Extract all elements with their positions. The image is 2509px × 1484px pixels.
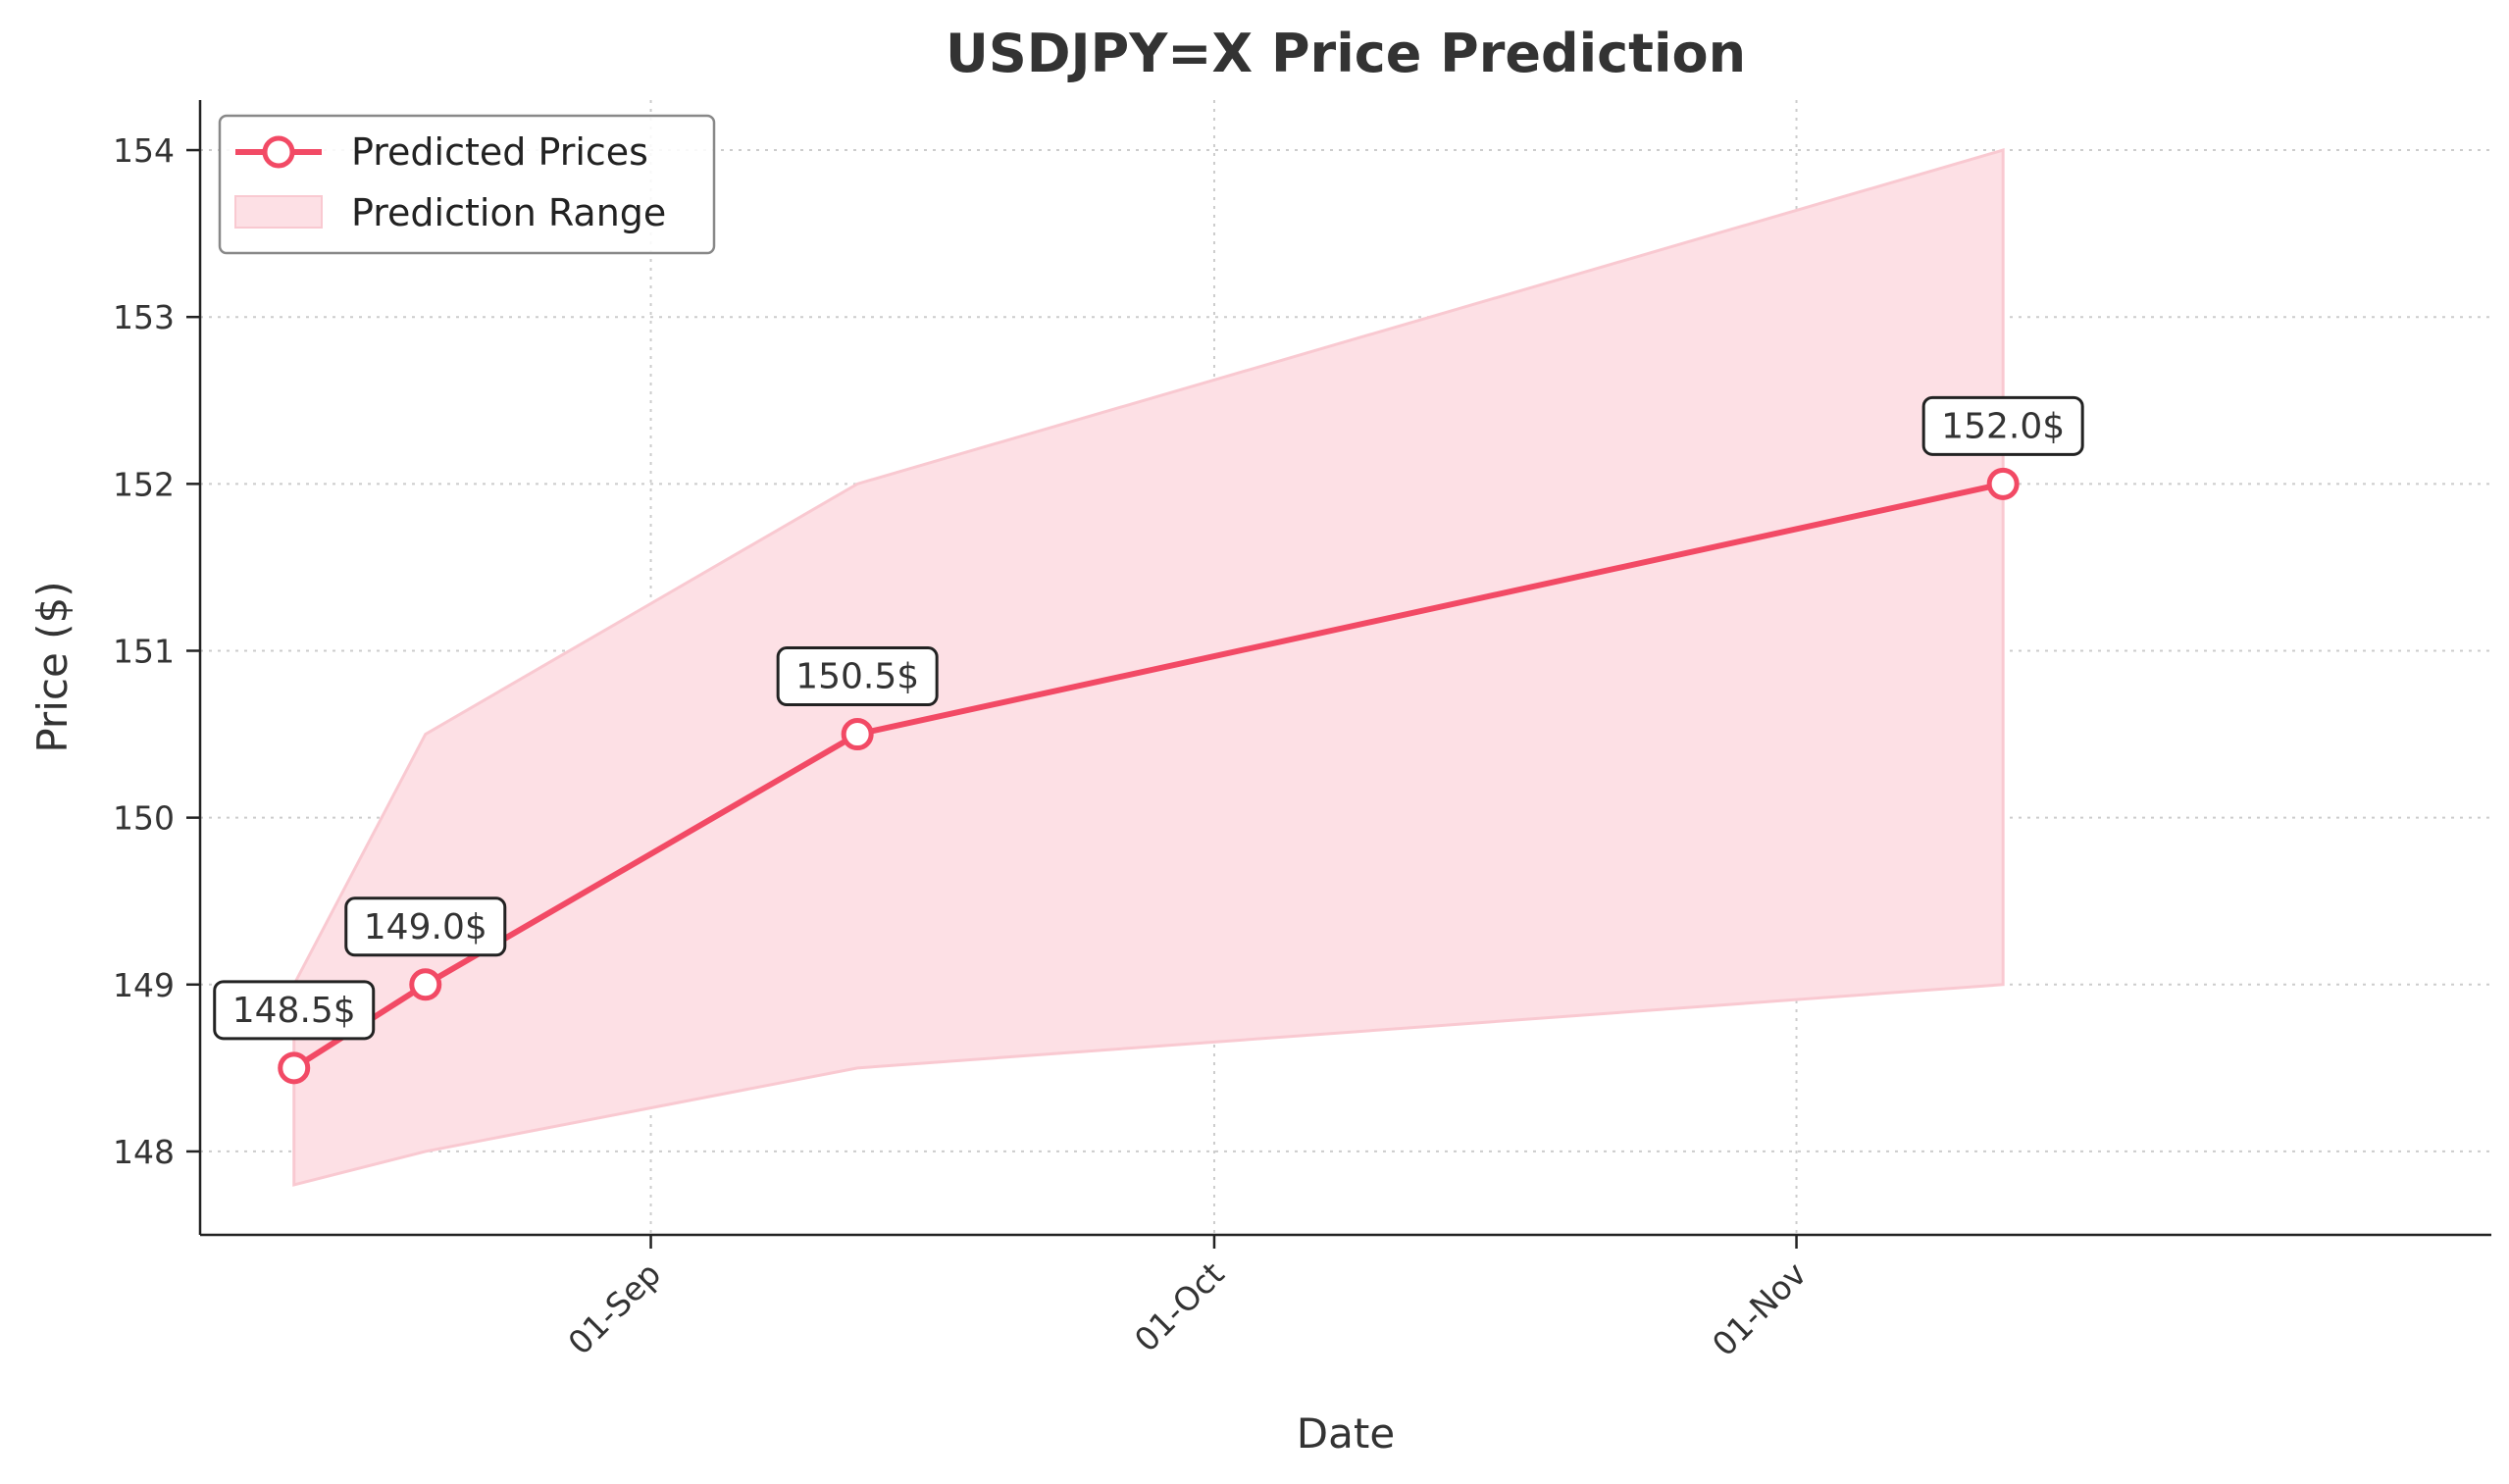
legend-label-predicted-prices: Predicted Prices [351,130,648,174]
x-tick-label: 01-Sep [561,1254,669,1362]
legend-frame [218,114,716,255]
y-tick-label: 149 [113,966,175,1004]
x-ticks: 01-Sep 01-Oct 01-Nov [561,1235,1814,1363]
legend-band-swatch [234,195,323,229]
x-tick-label: 01-Oct [1127,1254,1232,1359]
y-tick-label: 151 [113,632,175,670]
data-label: 150.5$ [795,657,919,697]
y-tick-label: 152 [113,465,175,503]
x-axis-title: Date [1297,1409,1395,1458]
legend-label-prediction-range: Prediction Range [351,191,666,234]
axes [198,100,2491,1237]
data-label-box [213,980,376,1041]
data-label-box [344,896,507,957]
y-tick-label: 150 [113,799,175,838]
data-label: 148.5$ [232,991,356,1031]
legend-marker-swatch [262,135,295,169]
y-ticks: 148 149 150 151 152 153 154 [113,131,200,1171]
data-point-marker [841,718,874,751]
y-axis-title: Price ($) [28,581,77,752]
chart-title: USDJPY=X Price Prediction [946,23,1746,84]
data-point-marker [278,1051,311,1085]
y-tick-label: 153 [113,298,175,336]
x-tick-label: 01-Nov [1705,1254,1814,1363]
prediction-range-area [292,148,2005,1187]
prediction-range-band [292,148,2005,1187]
y-tick-label: 154 [113,131,175,170]
data-labels: 148.5$ 149.0$ 150.5$ 152.0$ [213,395,2084,1041]
data-label: 152.0$ [1941,406,2065,446]
data-point-marker [1986,467,2020,500]
legend: Predicted Prices Prediction Range [218,114,716,255]
data-label: 149.0$ [364,907,487,947]
data-point-marker [409,968,442,1001]
y-tick-label: 148 [113,1133,175,1171]
data-label-box [1921,395,2084,456]
data-label-box [776,646,939,707]
